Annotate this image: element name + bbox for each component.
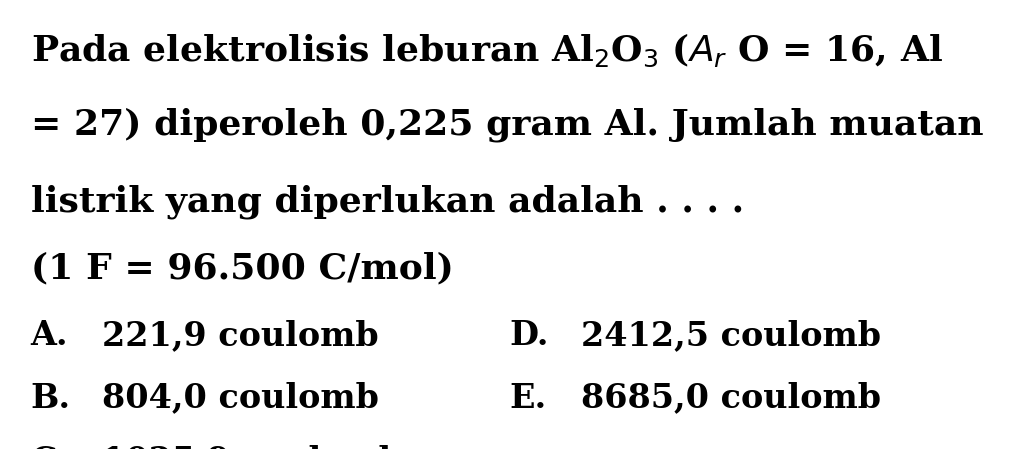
Text: D.: D. <box>510 319 549 352</box>
Text: listrik yang diperlukan adalah . . . .: listrik yang diperlukan adalah . . . . <box>31 184 744 219</box>
Text: B.: B. <box>31 382 70 414</box>
Text: 8685,0 coulomb: 8685,0 coulomb <box>581 382 880 414</box>
Text: 804,0 coulomb: 804,0 coulomb <box>102 382 379 414</box>
Text: = 27) diperoleh 0,225 gram Al. Jumlah muatan: = 27) diperoleh 0,225 gram Al. Jumlah mu… <box>31 108 983 142</box>
Text: 221,9 coulomb: 221,9 coulomb <box>102 319 378 352</box>
Text: 2412,5 coulomb: 2412,5 coulomb <box>581 319 880 352</box>
Text: E.: E. <box>510 382 547 414</box>
Text: Pada elektrolisis leburan Al$_2$O$_3$ ($\it{A}_r$ O = 16, Al: Pada elektrolisis leburan Al$_2$O$_3$ ($… <box>31 31 943 69</box>
Text: C.: C. <box>31 445 68 449</box>
Text: 1025,9 coulomb: 1025,9 coulomb <box>102 445 401 449</box>
Text: A.: A. <box>31 319 68 352</box>
Text: (1 F = 96.500 C/mol): (1 F = 96.500 C/mol) <box>31 251 453 286</box>
